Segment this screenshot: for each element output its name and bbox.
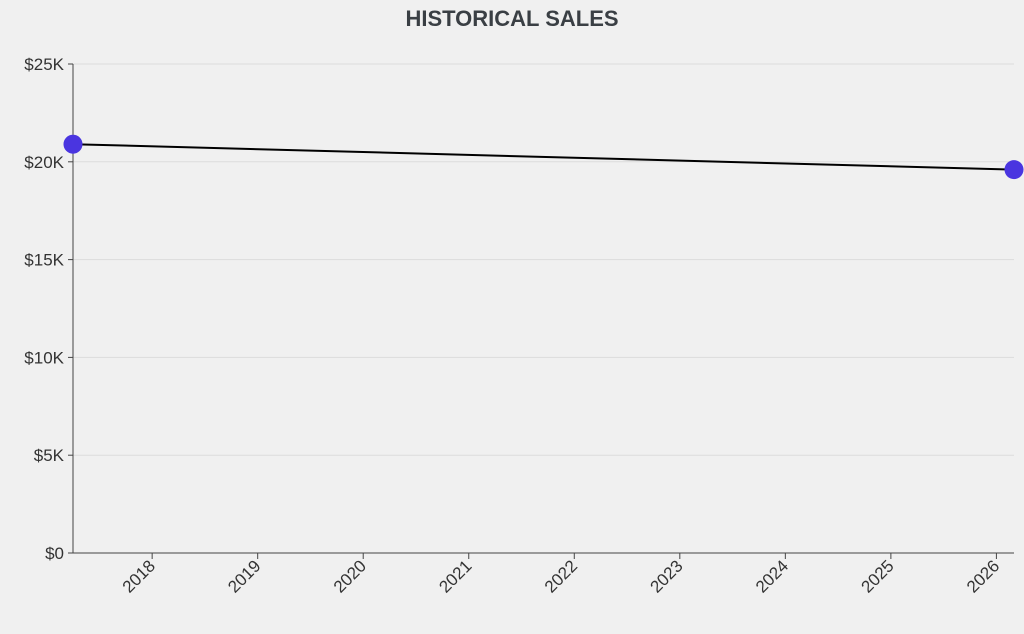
x-tick-label: 2020 — [330, 556, 370, 596]
x-tick-label: 2018 — [119, 556, 159, 596]
x-tick-label: 2022 — [541, 556, 581, 596]
x-tick-label: 2023 — [646, 556, 686, 596]
axes: $0 $5K $10K $15K $20K $25K 2018 2019 2020 2021 202… — [24, 55, 1014, 597]
y-tick-label: $15K — [24, 251, 64, 270]
y-tick-label: $20K — [24, 153, 64, 172]
series — [63, 134, 1024, 180]
series-line — [72, 143, 1015, 171]
x-tick-label: 2024 — [752, 556, 792, 596]
x-tick-label: 2026 — [963, 556, 1003, 596]
data-point[interactable] — [1004, 160, 1024, 180]
y-tick-label: $5K — [34, 446, 65, 465]
gridlines — [73, 63, 1014, 456]
y-tick-label: $25K — [24, 55, 64, 74]
x-tick-label: 2025 — [858, 556, 898, 596]
y-tick-label: $10K — [24, 348, 64, 367]
y-tick-label: $0 — [45, 544, 64, 563]
data-point[interactable] — [63, 134, 83, 154]
x-tick-label: 2021 — [435, 556, 475, 596]
chart-title: HISTORICAL SALES — [405, 6, 618, 31]
x-tick-label: 2019 — [224, 556, 264, 596]
